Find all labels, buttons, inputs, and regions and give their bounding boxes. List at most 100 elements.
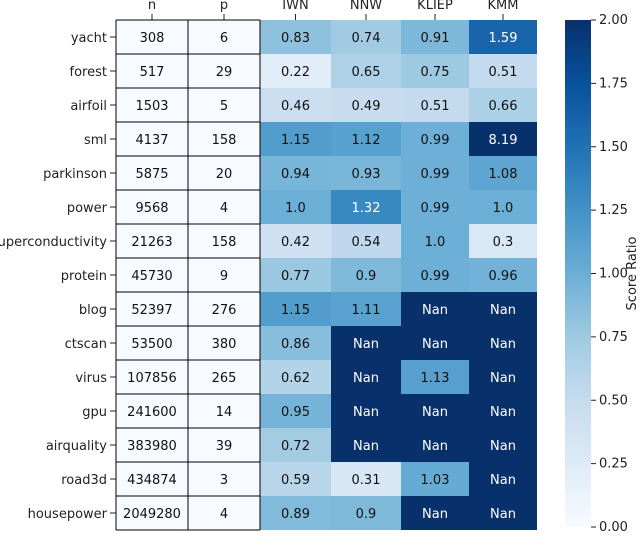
heatmap-cell [469,360,537,394]
colorbar [565,20,591,527]
cell-value: 39 [216,439,233,454]
column-header-kliep: KLIEP [417,0,453,13]
heatmap-cell [401,54,469,88]
cell-value: Nan [490,439,516,454]
cell-value: Nan [353,337,379,352]
row-label: virus [75,371,107,386]
colorbar-tick-label: 2.00 [599,13,628,28]
cell-value: Nan [490,507,516,522]
heatmap-cell [401,258,469,292]
cell-value: 0.99 [421,167,450,182]
cell-value: 0.74 [352,31,381,46]
cell-value: 9568 [135,201,168,216]
heatmap-cell [188,394,260,428]
cell-value: 14 [216,405,233,420]
heatmap-cell [260,54,331,88]
heatmap-cell [260,360,331,394]
heatmap-cell [331,360,401,394]
cell-value: Nan [353,405,379,420]
heatmap-cell [188,258,260,292]
heatmap-cell [331,496,401,530]
cell-value: 0.9 [356,507,377,522]
cell-value: 517 [140,65,165,80]
cell-value: 0.91 [421,31,450,46]
heatmap-cell [331,88,401,122]
heatmap-cell [116,258,188,292]
cell-value: 5875 [135,167,168,182]
cell-value: 0.93 [352,167,381,182]
heatmap-cell [469,496,537,530]
cell-value: Nan [490,473,516,488]
heatmap-cell [260,462,331,496]
heatmap-cell [260,496,331,530]
cell-value: Nan [422,439,448,454]
cell-value: 6 [220,31,228,46]
cell-value: 29 [216,65,233,80]
cell-value: 3 [220,473,228,488]
row-label: yacht [71,31,107,46]
heatmap-cell [401,156,469,190]
heatmap-cell [188,292,260,326]
cell-value: 1.13 [421,371,450,386]
cell-value: 8.19 [489,133,518,148]
heatmap-cell [469,258,537,292]
heatmap-cell [469,122,537,156]
column-header-n: n [148,0,156,13]
grid-lines [115,19,261,531]
cell-value: 0.51 [489,65,518,80]
heatmap-cell [469,156,537,190]
cell-value: 380 [212,337,237,352]
heatmap-cell [331,258,401,292]
heatmap-cell [188,54,260,88]
heatmap-cell [116,156,188,190]
cell-value: 1503 [135,99,168,114]
cell-value: 0.86 [281,337,310,352]
cell-value: 52397 [131,303,172,318]
cell-value: 4 [220,507,228,522]
column-header-p: p [220,0,228,13]
cell-value: 0.75 [421,65,450,80]
cell-value: Nan [490,337,516,352]
heatmap-cell [331,394,401,428]
heatmap-cell [188,326,260,360]
cell-value: 0.51 [421,99,450,114]
row-label: airquality [46,439,107,454]
cell-value: Nan [422,303,448,318]
heatmap-cell [401,190,469,224]
cell-value: 1.15 [281,133,310,148]
heatmap-cell [260,20,331,54]
heatmap-cell [401,360,469,394]
colorbar-tick-label: 1.75 [599,76,628,91]
colorbar-tick-label: 1.00 [599,267,628,282]
heatmap-cell [188,122,260,156]
heatmap-cell [116,428,188,462]
cell-value: 0.59 [281,473,310,488]
cell-value: 0.46 [281,99,310,114]
heatmap-cell [188,428,260,462]
heatmap-cell [469,88,537,122]
heatmap-cell [116,20,188,54]
heatmap-cell [401,20,469,54]
heatmap-cell [331,326,401,360]
heatmap-cell [331,156,401,190]
cell-value: Nan [353,439,379,454]
cell-value: 308 [140,31,165,46]
heatmap-cell [116,190,188,224]
cell-value: 0.3 [493,235,514,250]
heatmap-cell [401,462,469,496]
cell-value: Nan [422,337,448,352]
cell-value: 1.0 [285,201,306,216]
cell-value: 21263 [131,235,172,250]
row-label: ctscan [65,337,107,352]
cell-value: 45730 [131,269,172,284]
cell-value: 0.65 [352,65,381,80]
heatmap-cells [116,20,537,530]
heatmap-cell [188,496,260,530]
heatmap-cell [260,326,331,360]
heatmap-cell [260,428,331,462]
heatmap-cell [469,20,537,54]
colorbar-tick-label: 0.25 [599,457,628,472]
heatmap-cell [469,54,537,88]
cell-value: 1.08 [489,167,518,182]
